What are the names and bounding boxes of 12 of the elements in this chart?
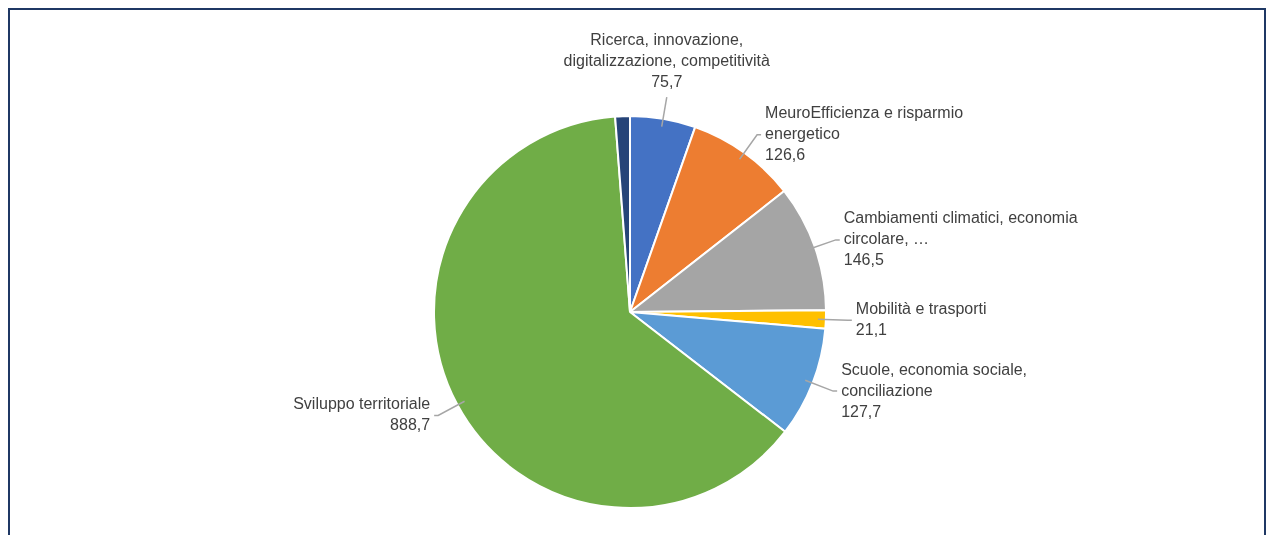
slice-label: Cambiamenti climatici, economia circolare, …	[843, 209, 1078, 248]
slice-label: Scuole, economia sociale, conciliazione	[841, 360, 1028, 399]
data-label: 146,5	[843, 251, 884, 269]
data-label: 21,1	[855, 321, 888, 339]
data-label: 126,6	[765, 146, 806, 164]
slice-label: Mobilità e trasporti	[855, 300, 987, 318]
slice-label: MeuroEfficienza e risparmio energetico	[765, 104, 964, 143]
data-label: 75,7	[651, 73, 683, 91]
slice-label: Sviluppo territoriale	[293, 395, 431, 413]
data-label: 127,7	[841, 402, 882, 420]
slice-label: Ricerca, innovazione, digitalizzazione, competitività	[563, 31, 771, 70]
data-label: 888,7	[390, 416, 431, 434]
